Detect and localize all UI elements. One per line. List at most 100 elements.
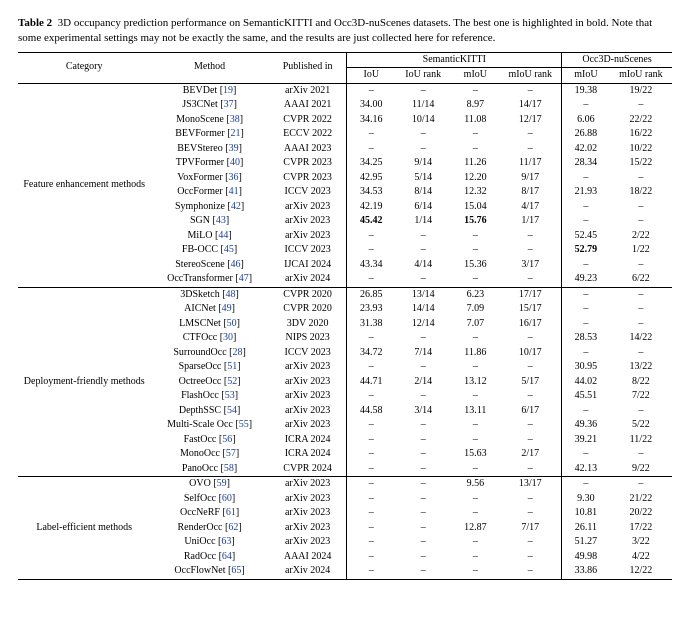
- reference-link[interactable]: 45: [224, 244, 234, 255]
- method-name: UniOcc: [184, 536, 218, 547]
- reference-link[interactable]: 42: [231, 201, 241, 212]
- occ-miou-rank-cell: 9/22: [610, 462, 672, 477]
- reference-link[interactable]: 38: [230, 114, 240, 125]
- method-cell: OVO [59]: [150, 477, 268, 492]
- iou-rank-cell: 12/14: [395, 317, 451, 332]
- iou-rank-cell: –: [395, 83, 451, 98]
- occ-miou-rank-cell: 17/22: [610, 521, 672, 536]
- published-cell: arXiv 2023: [269, 535, 347, 550]
- reference-link[interactable]: 64: [222, 551, 232, 562]
- miou-cell: –: [451, 462, 499, 477]
- miou-rank-cell: 4/17: [499, 200, 561, 215]
- reference-link[interactable]: 43: [216, 215, 226, 226]
- method-cell: TPVFormer [40]: [150, 156, 268, 171]
- reference-link[interactable]: 51: [227, 361, 237, 372]
- reference-link[interactable]: 61: [226, 507, 236, 518]
- published-cell: ICCV 2023: [269, 346, 347, 361]
- occ-miou-rank-cell: 20/22: [610, 506, 672, 521]
- reference-link[interactable]: 65: [231, 565, 241, 576]
- reference-link[interactable]: 30: [223, 332, 233, 343]
- occ-miou-rank-cell: 1/22: [610, 243, 672, 258]
- published-cell: 3DV 2020: [269, 317, 347, 332]
- reference-link[interactable]: 41: [229, 186, 239, 197]
- occ-miou-cell: –: [562, 200, 610, 215]
- published-cell: CVPR 2020: [269, 287, 347, 302]
- occ-miou-cell: 52.79: [562, 243, 610, 258]
- occ-miou-cell: 28.34: [562, 156, 610, 171]
- reference-link[interactable]: 37: [224, 99, 234, 110]
- reference-link[interactable]: 59: [217, 478, 227, 489]
- occ-miou-rank-cell: 6/22: [610, 272, 672, 287]
- iou-cell: 42.95: [347, 171, 395, 186]
- occ-miou-rank-cell: –: [610, 214, 672, 229]
- table-row: Feature enhancement methodsBEVDet [19]ar…: [18, 83, 672, 98]
- method-name: VoxFormer: [177, 172, 225, 183]
- miou-cell: –: [451, 433, 499, 448]
- iou-rank-cell: –: [395, 229, 451, 244]
- reference-link[interactable]: 62: [228, 522, 238, 533]
- method-name: OccFormer: [177, 186, 225, 197]
- reference-link[interactable]: 28: [232, 347, 242, 358]
- method-name: BEVStereo: [177, 143, 225, 154]
- reference-link[interactable]: 54: [227, 405, 237, 416]
- reference-link[interactable]: 47: [239, 273, 249, 284]
- col-occ-miou: mIoU: [562, 68, 610, 84]
- published-cell: arXiv 2023: [269, 477, 347, 492]
- reference-link[interactable]: 60: [222, 493, 232, 504]
- miou-rank-cell: –: [499, 389, 561, 404]
- miou-rank-cell: 10/17: [499, 346, 561, 361]
- miou-cell: 7.09: [451, 302, 499, 317]
- miou-cell: –: [451, 142, 499, 157]
- reference-link[interactable]: 48: [226, 289, 236, 300]
- occ-miou-cell: –: [562, 214, 610, 229]
- col-miou: mIoU: [451, 68, 499, 84]
- method-name: AICNet: [184, 303, 218, 314]
- reference-link[interactable]: 52: [227, 376, 237, 387]
- method-name: BEVDet: [183, 85, 220, 96]
- published-cell: ICRA 2024: [269, 433, 347, 448]
- reference-link[interactable]: 36: [229, 172, 239, 183]
- iou-rank-cell: –: [395, 477, 451, 492]
- miou-cell: –: [451, 243, 499, 258]
- occ-miou-cell: 28.53: [562, 331, 610, 346]
- method-name: OccTransformer: [167, 273, 235, 284]
- reference-link[interactable]: 50: [227, 318, 237, 329]
- reference-link[interactable]: 49: [222, 303, 232, 314]
- miou-cell: 11.08: [451, 113, 499, 128]
- reference-link[interactable]: 56: [222, 434, 232, 445]
- reference-link[interactable]: 58: [224, 463, 234, 474]
- published-cell: ICRA 2024: [269, 447, 347, 462]
- iou-rank-cell: 7/14: [395, 346, 451, 361]
- method-cell: SparseOcc [51]: [150, 360, 268, 375]
- miou-cell: –: [451, 127, 499, 142]
- reference-link[interactable]: 44: [218, 230, 228, 241]
- method-name: JS3CNet: [182, 99, 220, 110]
- reference-link[interactable]: 46: [231, 259, 241, 270]
- occ-miou-cell: 42.13: [562, 462, 610, 477]
- iou-cell: –: [347, 550, 395, 565]
- reference-link[interactable]: 19: [223, 85, 233, 96]
- iou-cell: 34.00: [347, 98, 395, 113]
- reference-link[interactable]: 21: [231, 128, 241, 139]
- reference-link[interactable]: 63: [221, 536, 231, 547]
- category-cell: Label-efficient methods: [18, 477, 150, 580]
- occ-miou-rank-cell: 22/22: [610, 113, 672, 128]
- reference-link[interactable]: 57: [226, 448, 236, 459]
- method-name: SelfOcc: [184, 493, 219, 504]
- iou-rank-cell: –: [395, 492, 451, 507]
- reference-link[interactable]: 40: [230, 157, 240, 168]
- reference-link[interactable]: 39: [229, 143, 239, 154]
- method-cell: DepthSSC [54]: [150, 404, 268, 419]
- published-cell: AAAI 2024: [269, 550, 347, 565]
- iou-cell: –: [347, 447, 395, 462]
- col-published: Published in: [269, 52, 347, 83]
- iou-cell: –: [347, 229, 395, 244]
- miou-cell: –: [451, 83, 499, 98]
- miou-rank-cell: –: [499, 492, 561, 507]
- category-cell: Feature enhancement methods: [18, 83, 150, 287]
- miou-rank-cell: 12/17: [499, 113, 561, 128]
- reference-link[interactable]: 53: [225, 390, 235, 401]
- method-name: OVO: [189, 478, 213, 489]
- reference-link[interactable]: 55: [239, 419, 249, 430]
- occ-miou-rank-cell: 14/22: [610, 331, 672, 346]
